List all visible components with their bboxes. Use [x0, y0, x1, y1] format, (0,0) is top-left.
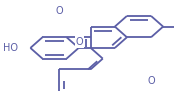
Text: HO: HO: [3, 43, 18, 53]
Text: O: O: [147, 76, 155, 86]
Text: O: O: [55, 6, 63, 16]
Text: O: O: [76, 37, 83, 47]
